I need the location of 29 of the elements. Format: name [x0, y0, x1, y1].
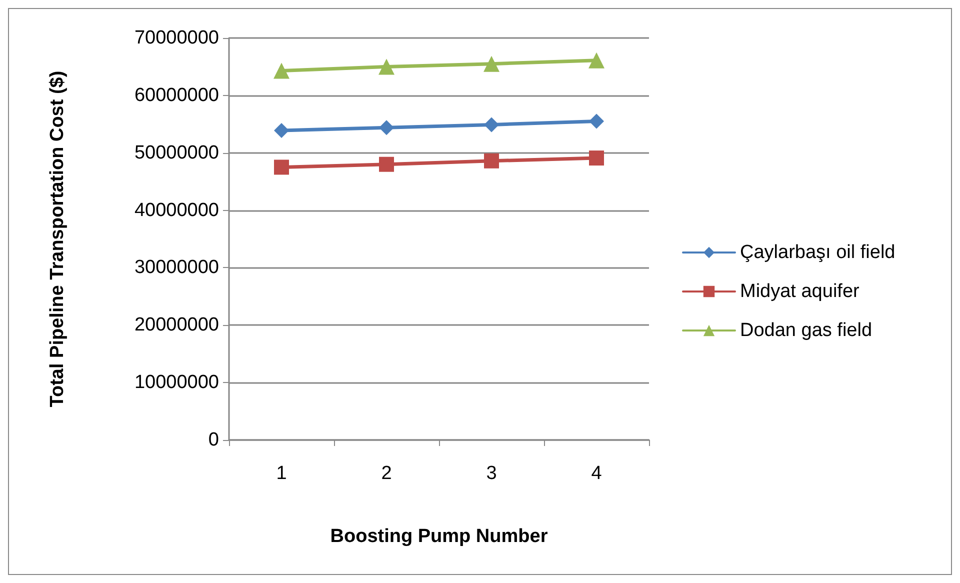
y-tick-label: 0: [208, 430, 219, 450]
x-tick-label: 1: [276, 463, 287, 484]
point: [378, 58, 394, 75]
legend-label: Dodan gas field: [740, 320, 872, 341]
x-tick-label: 3: [486, 463, 497, 484]
x-tick-label: 4: [591, 463, 602, 484]
y-tick-label: 60000000: [134, 84, 219, 106]
point: [274, 122, 289, 138]
y-axis-title: Total Pipeline Transportation Cost ($): [47, 70, 68, 408]
y-tick-label: 10000000: [134, 372, 219, 394]
y-tick-label: 50000000: [134, 142, 219, 164]
point: [589, 114, 604, 129]
point: [484, 153, 499, 168]
x-axis-title: Boosting Pump Number: [330, 526, 548, 547]
y-tick-label: 70000000: [134, 28, 219, 48]
point: [274, 62, 290, 79]
y-tick-label: 40000000: [134, 200, 219, 221]
legend-label: Midyat aquifer: [740, 281, 860, 302]
y-tick-label: 20000000: [134, 314, 219, 336]
point: [484, 117, 499, 132]
point: [589, 150, 604, 166]
point: [379, 156, 394, 172]
point: [484, 56, 500, 72]
point: [379, 120, 394, 136]
point: [588, 52, 604, 68]
y-tick-label: 30000000: [134, 257, 219, 278]
point: [274, 160, 289, 175]
legend-label: Çaylarbaşı oil field: [740, 242, 896, 263]
x-tick-label: 2: [381, 463, 392, 484]
